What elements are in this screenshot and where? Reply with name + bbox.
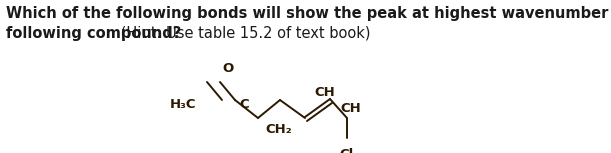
Text: Which of the following bonds will show the peak at highest wavenumber in the IR : Which of the following bonds will show t… <box>6 6 611 21</box>
Text: H₃C: H₃C <box>169 97 196 110</box>
Text: CH: CH <box>314 86 335 99</box>
Text: O: O <box>222 62 233 75</box>
Text: CH₂: CH₂ <box>266 123 292 136</box>
Text: C: C <box>239 99 249 112</box>
Text: Cl: Cl <box>340 148 354 153</box>
Text: CH: CH <box>340 103 360 116</box>
Text: following compound?: following compound? <box>6 26 181 41</box>
Text: (Hint: Use table 15.2 of text book): (Hint: Use table 15.2 of text book) <box>116 26 370 41</box>
